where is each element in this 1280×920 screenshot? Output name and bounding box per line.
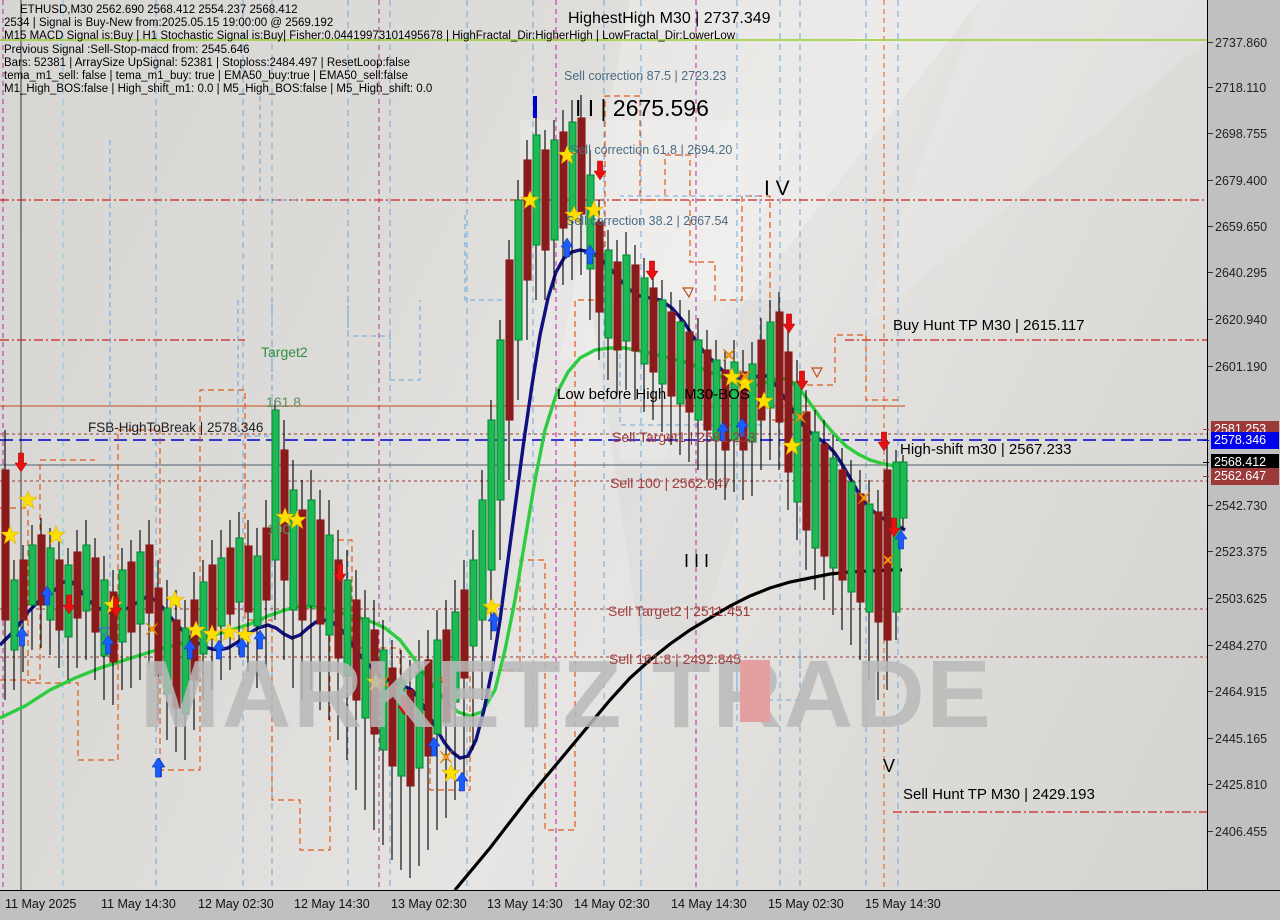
hollow-arrow [681,287,694,299]
price-tick-label: 2718.110 [1215,81,1267,95]
price-tick-label: 2737.860 [1215,36,1268,50]
price-label-box: 2578.346 [1211,432,1279,449]
price-tick-label: 2659.650 [1215,220,1268,234]
hollow-arrow [438,677,452,689]
price-tick: 2640.295 [1208,266,1267,280]
price-tick: 2445.165 [1208,732,1267,746]
price-tick-label: 2484.270 [1215,639,1268,653]
price-tick-label: 2679.400 [1215,174,1268,188]
price-tick-label: 2445.165 [1215,732,1268,746]
price-tick: 2718.110 [1208,81,1266,95]
blue-tick-marker [533,96,537,118]
price-tick: 2464.915 [1208,685,1267,699]
chart-info-header: ETHUSD,M30 2562.690 2568.412 2554.237 25… [4,4,735,96]
price-tick: 2503.625 [1208,592,1267,606]
price-tick-label: 2601.190 [1215,360,1268,374]
time-tick-label: 14 May 02:30 [574,897,650,911]
price-box-marker [1203,476,1209,477]
star-marker [165,590,185,609]
price-tick-label: 2620.940 [1215,313,1268,327]
price-tick: 2523.375 [1208,545,1267,559]
price-tick-label: 2425.810 [1215,778,1268,792]
price-tick-label: 2523.375 [1215,545,1268,559]
price-tick: 2542.730 [1208,499,1267,513]
chart-canvas [0,0,1207,890]
time-tick-label: 12 May 14:30 [294,897,370,911]
header-line-5: tema_m1_sell: false | tema_m1_buy: true … [4,70,408,83]
time-tick-label: 11 May 14:30 [101,897,176,911]
header-line-2: M15 MACD Signal is:Buy | H1 Stochastic S… [4,30,736,43]
time-tick-label: 12 May 02:30 [198,897,274,911]
hollow-arrow [97,627,111,639]
price-axis[interactable]: 2737.860 2718.110 2698.755 2679.400 2659.650… [1203,0,1280,890]
price-box-marker [1203,462,1209,463]
price-label-box: 2562.647 [1211,468,1279,485]
price-tick: 2620.940 [1208,313,1267,327]
hollow-arrow [810,367,824,379]
buy-arrow [455,771,469,792]
watermark-accent-bar [740,660,770,722]
signal-markers [0,145,908,792]
buy-arrow [151,757,165,778]
sell-arrow [14,452,28,473]
price-level-lines [0,39,1207,813]
price-tick-label: 2698.755 [1215,127,1268,141]
price-tick-label: 2503.625 [1215,592,1268,606]
time-tick-label: 13 May 14:30 [487,897,563,911]
price-tick: 2698.755 [1208,127,1267,141]
watermark: MARKETZ TRADE [140,641,993,748]
star-marker [18,490,38,509]
price-tick: 2425.810 [1208,778,1267,792]
time-axis[interactable]: 11 May 2025 11 May 14:30 12 May 02:30 12 Ma… [0,890,1280,920]
header-line-3: Previous Signal :Sell-Stop-macd from: 25… [4,43,250,56]
candlesticks [1,95,908,878]
price-tick: 2679.400 [1208,174,1267,188]
price-tick: 2659.650 [1208,220,1267,234]
chart-plot-area[interactable]: MARKETZ TRADE ETHUSD,M30 2562.690 2568.4… [0,0,1207,890]
sell-arrow [877,431,891,452]
price-label-box: 2568.412 [1211,454,1279,471]
structure-boxes [109,96,801,701]
header-line-0: ETHUSD,M30 2562.690 2568.412 2554.237 25… [20,4,298,16]
time-tick-label: 13 May 02:30 [391,897,467,911]
time-tick-label: 15 May 02:30 [768,897,844,911]
price-tick: 2484.270 [1208,639,1267,653]
time-tick-label: 15 May 14:30 [865,897,941,911]
price-tick-label: 2406.455 [1215,825,1268,839]
price-tick-label: 2464.915 [1215,685,1268,699]
price-tick: 2601.190 [1208,360,1267,374]
header-line-6: M1_High_BOS:false | High_shift_m1: 0.0 |… [4,83,433,96]
price-tick: 2406.455 [1208,825,1267,839]
price-tick: 2737.860 [1208,36,1267,50]
price-tick-label: 2542.730 [1215,499,1268,513]
time-tick-label: 11 May 2025 [5,897,77,911]
price-box-marker [1203,429,1209,430]
header-line-1: 2534 | Signal is Buy-New from:2025.05.15… [4,17,334,30]
header-line-4: Bars: 52381 | ArraySize UpSignal: 52381 … [4,56,410,69]
price-box-marker [1203,440,1209,441]
time-tick-label: 14 May 14:30 [671,897,747,911]
price-tick-label: 2640.295 [1215,266,1268,280]
